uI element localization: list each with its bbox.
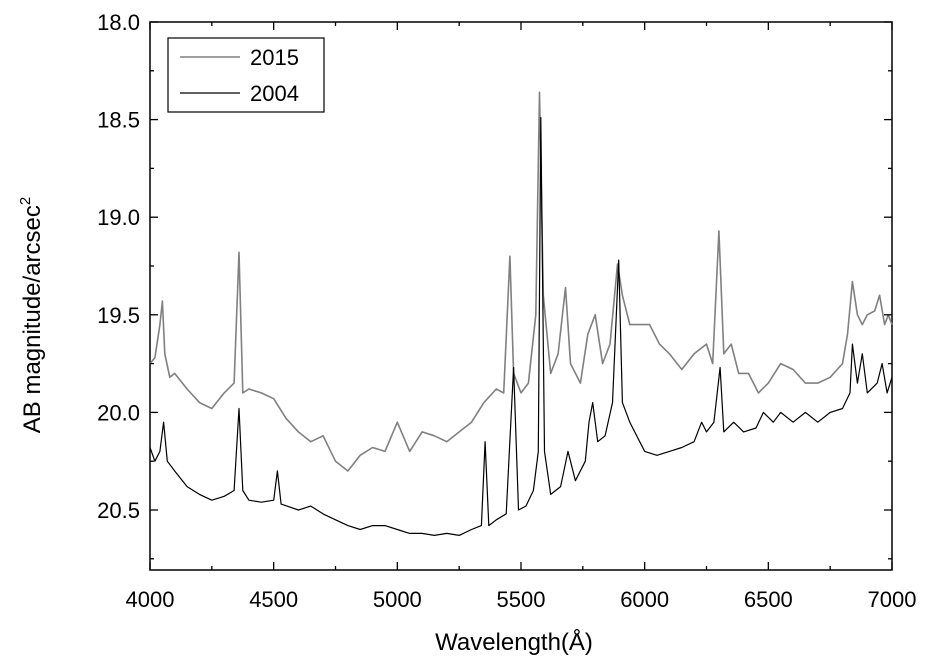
- x-tick-label: 7000: [868, 587, 917, 612]
- y-tick-label: 20.5: [97, 498, 140, 523]
- y-tick-label: 19.0: [97, 205, 140, 230]
- x-tick-labels: 4000 4500 5000 5500 6000 6500 7000: [126, 587, 917, 612]
- legend: 2015 2004: [167, 37, 325, 113]
- y-tick-label: 19.5: [97, 303, 140, 328]
- y-tick-label: 18.0: [97, 10, 140, 35]
- legend-label-2004: 2004: [250, 81, 299, 106]
- series-line-2015: [149, 91, 893, 472]
- x-tick-label: 6500: [744, 587, 793, 612]
- x-tick-label: 4000: [126, 587, 175, 612]
- x-tick-label: 6000: [620, 587, 669, 612]
- y-tick-label: 18.5: [97, 108, 140, 133]
- y-axis-title-main: AB magnitude/arcsec: [19, 205, 46, 433]
- x-tick-label: 5500: [497, 587, 546, 612]
- x-tick-label: 5000: [373, 587, 422, 612]
- x-tick-label: 4500: [249, 587, 298, 612]
- series-line-2004: [149, 117, 893, 536]
- x-axis-title: Wavelength(Å): [435, 628, 593, 656]
- series-layer: [149, 91, 893, 536]
- legend-box: [167, 37, 325, 113]
- y-axis-title: AB magnitude/arcsec2: [17, 197, 46, 433]
- y-tick-labels: 18.0 18.5 19.0 19.5 20.0 20.5: [97, 10, 140, 523]
- y-tick-label: 20.0: [97, 400, 140, 425]
- legend-label-2015: 2015: [250, 45, 299, 70]
- axis-ticks: [149, 21, 893, 570]
- y-axis-title-superscript: 2: [17, 197, 34, 205]
